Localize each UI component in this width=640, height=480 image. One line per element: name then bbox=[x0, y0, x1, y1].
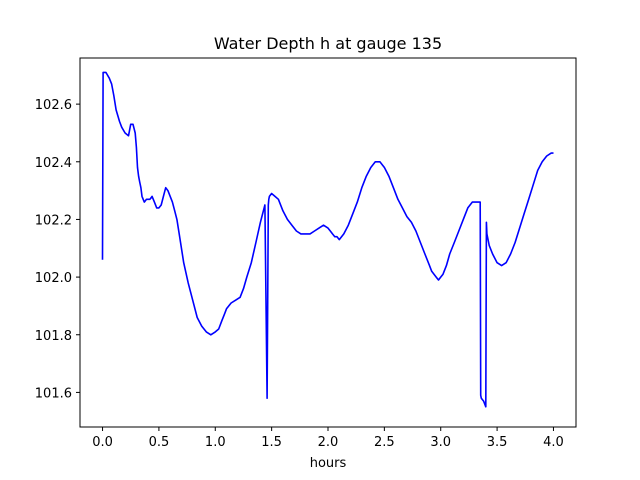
x-tick-label: 3.0 bbox=[430, 435, 451, 450]
y-tick-label: 102.2 bbox=[35, 213, 72, 228]
y-tick-label: 102.0 bbox=[35, 271, 72, 286]
x-tick-label: 2.5 bbox=[374, 435, 395, 450]
x-tick-label: 2.0 bbox=[318, 435, 339, 450]
plot-area bbox=[101, 71, 554, 408]
x-tick-label: 1.5 bbox=[261, 435, 282, 450]
chart-title: Water Depth h at gauge 135 bbox=[214, 34, 442, 53]
y-tick-label: 102.6 bbox=[35, 98, 72, 113]
plot-frame bbox=[79, 57, 577, 428]
x-tick-label: 4.0 bbox=[543, 435, 564, 450]
x-tick-label: 0.0 bbox=[92, 435, 113, 450]
x-tick-label: 0.5 bbox=[149, 435, 170, 450]
y-axis: 101.6 101.8 102.0 102.2 102.4 102.6 bbox=[35, 98, 80, 401]
y-tick-label: 101.8 bbox=[35, 329, 72, 344]
y-tick-label: 102.4 bbox=[35, 156, 72, 171]
y-tick-label: 101.6 bbox=[35, 386, 72, 401]
x-tick-label: 1.0 bbox=[205, 435, 226, 450]
x-axis-label: hours bbox=[310, 456, 347, 471]
x-axis: 0.0 0.5 1.0 1.5 2.0 2.5 3.0 3.5 4.0 bbox=[92, 427, 564, 450]
series-line bbox=[101, 71, 554, 408]
x-tick-label: 3.5 bbox=[487, 435, 508, 450]
